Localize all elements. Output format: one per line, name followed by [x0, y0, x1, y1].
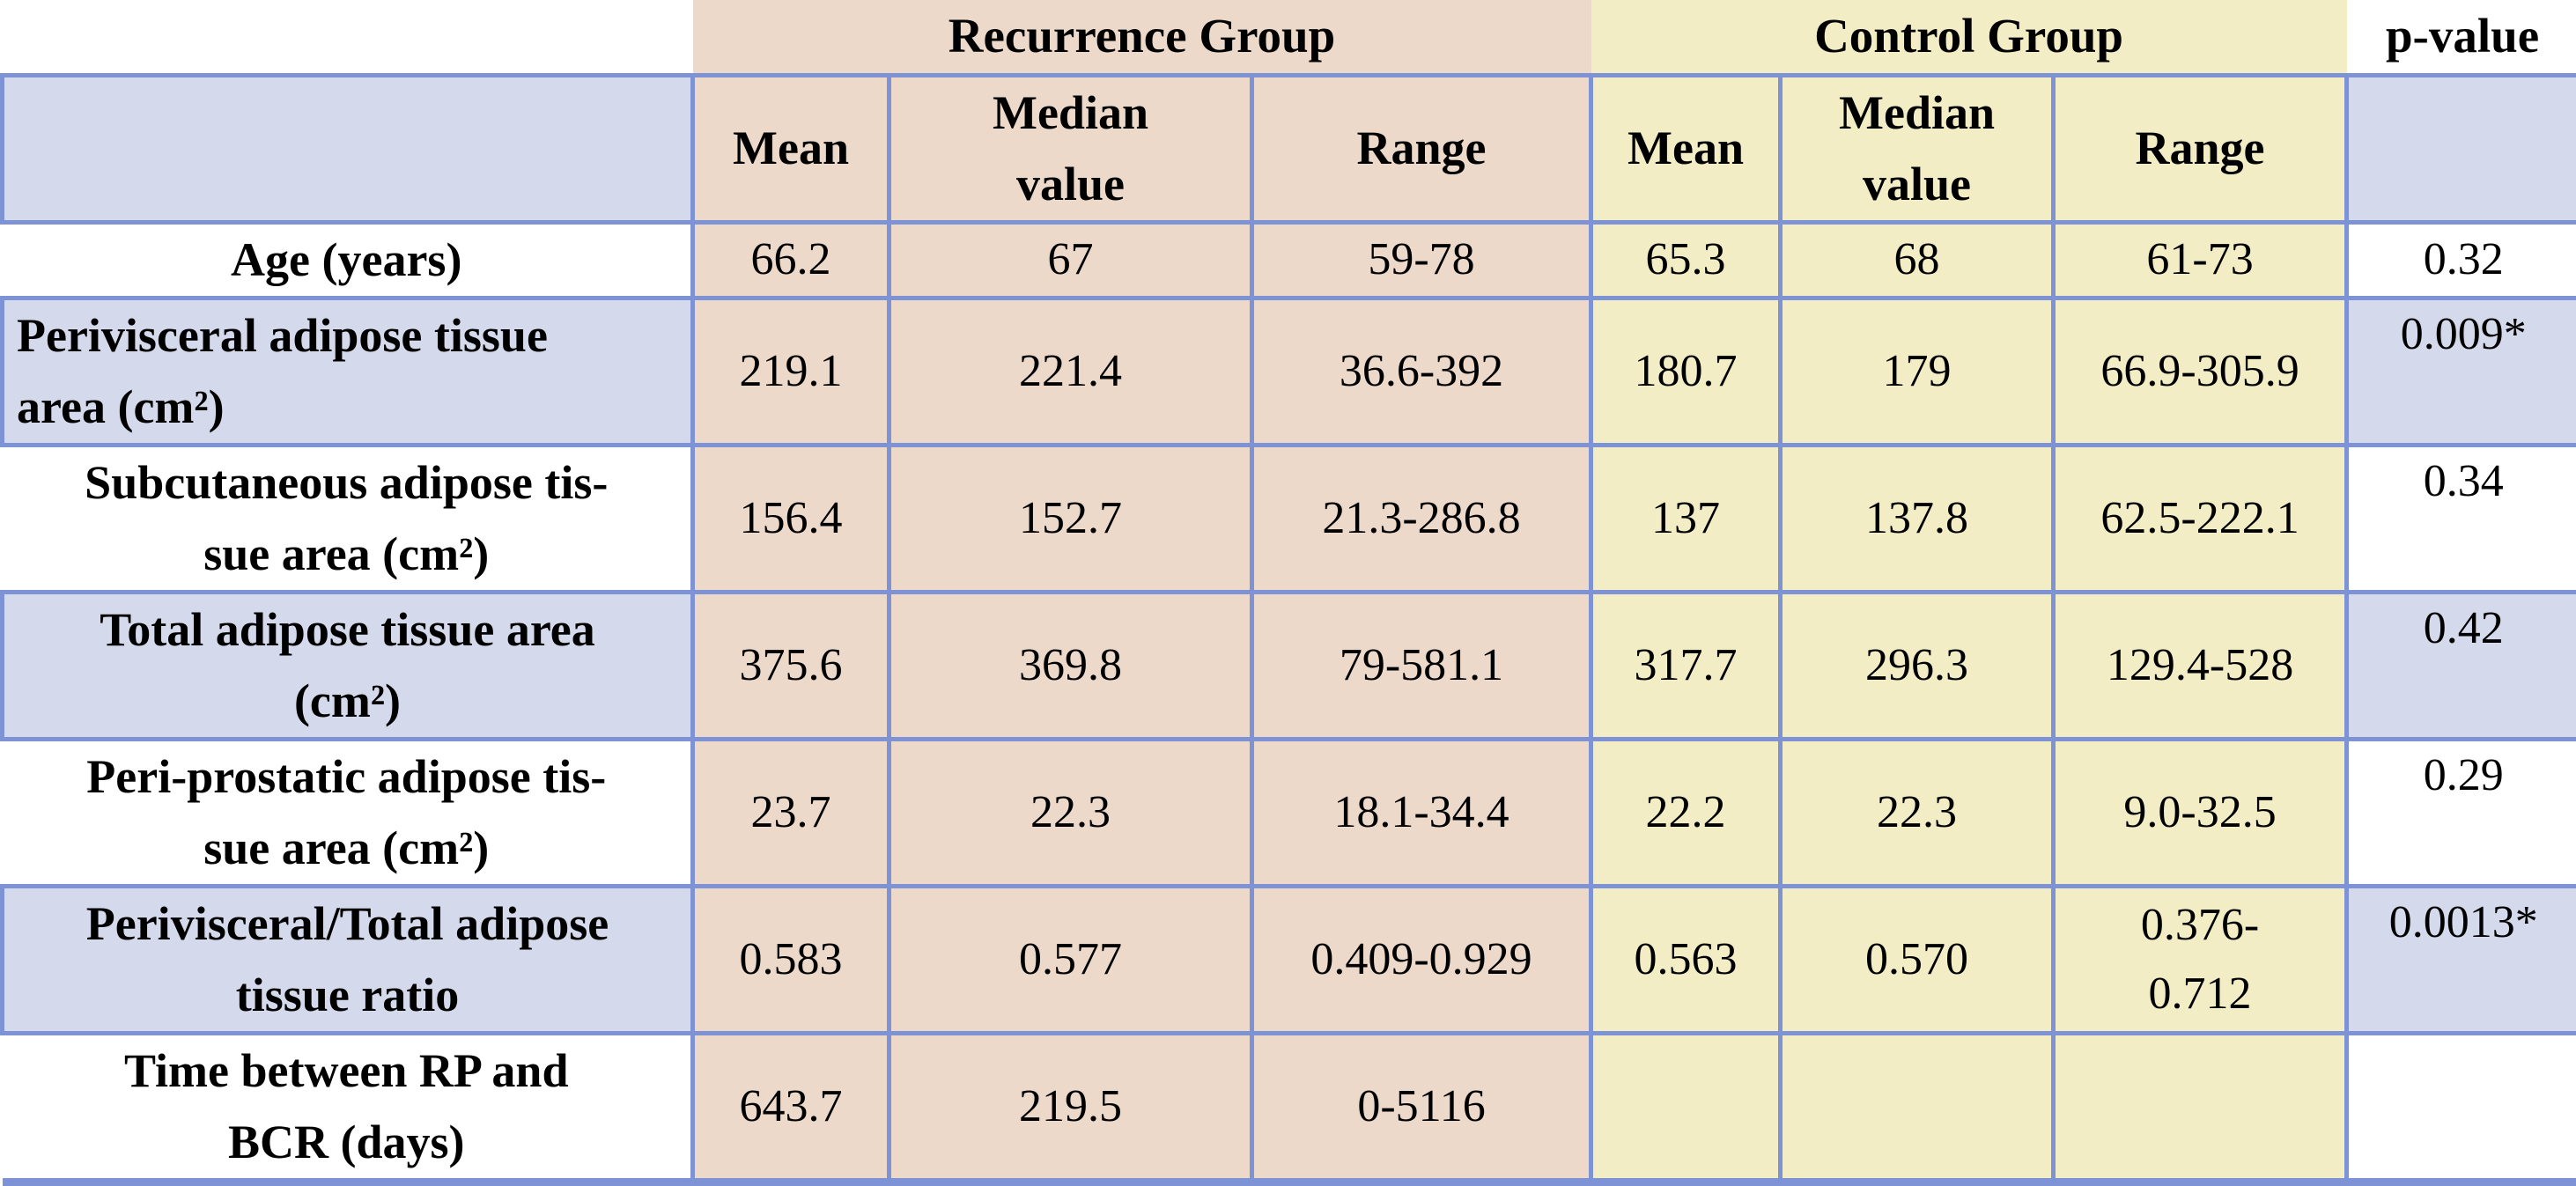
table-row: Total adipose tissue area (cm²) 375.6 36… [3, 592, 2576, 739]
cell-p-value [2347, 1033, 2576, 1182]
table-row: Peri-prostatic adipose tis- sue area (cm… [3, 739, 2576, 886]
row-label: Time between RP and BCR (days) [3, 1033, 693, 1182]
p-value-header: p-value [2347, 0, 2576, 75]
row-label: Peri-prostatic adipose tis- sue area (cm… [3, 739, 693, 886]
recurrence-group-header: Recurrence Group [693, 0, 1591, 75]
cell-recurrence-median: 152.7 [889, 445, 1252, 592]
cell-recurrence-mean: 0.583 [693, 886, 889, 1033]
cell-recurrence-median: 369.8 [889, 592, 1252, 739]
cell-p-value: 0.29 [2347, 739, 2576, 886]
group-header-row: Recurrence Group Control Group p-value [3, 0, 2576, 75]
cell-control-mean: 317.7 [1591, 592, 1781, 739]
row-label: Age (years) [3, 222, 693, 298]
cell-control-range: 61-73 [2054, 222, 2347, 298]
cell-recurrence-median: 0.577 [889, 886, 1252, 1033]
cell-control-median: 179 [1781, 298, 2054, 445]
table-row: Age (years) 66.2 67 59-78 65.3 68 61-73 … [3, 222, 2576, 298]
cell-recurrence-range: 59-78 [1252, 222, 1591, 298]
cell-p-value: 0.34 [2347, 445, 2576, 592]
control-group-header: Control Group [1591, 0, 2347, 75]
cell-recurrence-range: 79-581.1 [1252, 592, 1591, 739]
cell-recurrence-range: 0-5116 [1252, 1033, 1591, 1182]
cell-control-range: 9.0-32.5 [2054, 739, 2347, 886]
cell-recurrence-mean: 23.7 [693, 739, 889, 886]
cell-control-mean: 0.563 [1591, 886, 1781, 1033]
table-row: Perivisceral/Total adipose tissue ratio … [3, 886, 2576, 1033]
table-row: Perivisceral adipose tissue area (cm²) 2… [3, 298, 2576, 445]
p-value-empty-header-cell [2347, 75, 2576, 222]
control-mean-header: Mean [1591, 75, 1781, 222]
table-row: Subcutaneous adipose tis- sue area (cm²)… [3, 445, 2576, 592]
cell-control-median [1781, 1033, 2054, 1182]
cell-recurrence-median: 221.4 [889, 298, 1252, 445]
recurrence-range-header: Range [1252, 75, 1591, 222]
cell-control-median: 0.570 [1781, 886, 2054, 1033]
row-label: Total adipose tissue area (cm²) [3, 592, 693, 739]
cell-recurrence-mean: 643.7 [693, 1033, 889, 1182]
cell-control-mean: 65.3 [1591, 222, 1781, 298]
cell-control-mean [1591, 1033, 1781, 1182]
cell-recurrence-median: 219.5 [889, 1033, 1252, 1182]
corner-cell [3, 0, 693, 75]
cell-recurrence-median: 67 [889, 222, 1252, 298]
cell-control-range: 66.9-305.9 [2054, 298, 2347, 445]
cell-control-mean: 180.7 [1591, 298, 1781, 445]
cell-control-median: 22.3 [1781, 739, 2054, 886]
cell-recurrence-mean: 375.6 [693, 592, 889, 739]
cell-recurrence-mean: 66.2 [693, 222, 889, 298]
cell-control-range [2054, 1033, 2347, 1182]
row-label: Perivisceral/Total adipose tissue ratio [3, 886, 693, 1033]
row-label: Perivisceral adipose tissue area (cm²) [3, 298, 693, 445]
cell-recurrence-mean: 156.4 [693, 445, 889, 592]
recurrence-median-header: Median value [889, 75, 1252, 222]
cell-control-range: 62.5-222.1 [2054, 445, 2347, 592]
recurrence-mean-header: Mean [693, 75, 889, 222]
cell-control-median: 137.8 [1781, 445, 2054, 592]
control-range-header: Range [2054, 75, 2347, 222]
cell-p-value: 0.32 [2347, 222, 2576, 298]
cell-control-median: 296.3 [1781, 592, 2054, 739]
cell-recurrence-mean: 219.1 [693, 298, 889, 445]
cell-p-value: 0.009* [2347, 298, 2576, 445]
sub-header-row: Mean Median value Range Mean Median valu… [3, 75, 2576, 222]
cell-control-mean: 137 [1591, 445, 1781, 592]
cell-control-range: 0.376- 0.712 [2054, 886, 2347, 1033]
empty-label-header [3, 75, 693, 222]
cell-recurrence-median: 22.3 [889, 739, 1252, 886]
control-median-header: Median value [1781, 75, 2054, 222]
cell-recurrence-range: 21.3-286.8 [1252, 445, 1591, 592]
cell-control-mean: 22.2 [1591, 739, 1781, 886]
cell-control-median: 68 [1781, 222, 2054, 298]
cell-p-value: 0.42 [2347, 592, 2576, 739]
table-row: Time between RP and BCR (days) 643.7 219… [3, 1033, 2576, 1182]
cell-recurrence-range: 0.409-0.929 [1252, 886, 1591, 1033]
row-label: Subcutaneous adipose tis- sue area (cm²) [3, 445, 693, 592]
cell-recurrence-range: 18.1-34.4 [1252, 739, 1591, 886]
cell-p-value: 0.0013* [2347, 886, 2576, 1033]
cell-control-range: 129.4-528 [2054, 592, 2347, 739]
cell-recurrence-range: 36.6-392 [1252, 298, 1591, 445]
